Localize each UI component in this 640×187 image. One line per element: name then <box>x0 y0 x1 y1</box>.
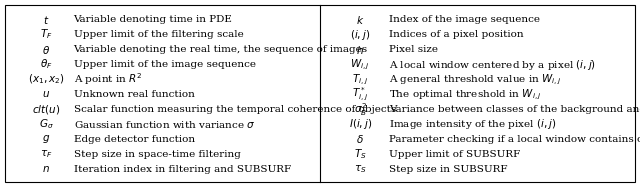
Text: $\tau_F$: $\tau_F$ <box>40 148 52 160</box>
Text: Variable denoting time in PDE: Variable denoting time in PDE <box>74 15 232 24</box>
Text: $\theta$: $\theta$ <box>42 44 50 56</box>
Text: $G_{\sigma}$: $G_{\sigma}$ <box>38 117 54 131</box>
Text: $t$: $t$ <box>43 14 49 26</box>
Text: $u$: $u$ <box>42 89 50 99</box>
Text: Pixel size: Pixel size <box>389 45 438 54</box>
Text: $W_{i,j}$: $W_{i,j}$ <box>350 57 371 72</box>
Text: Variance between classes of the background and objects: Variance between classes of the backgrou… <box>389 105 640 114</box>
Text: Upper limit of the image sequence: Upper limit of the image sequence <box>74 60 255 69</box>
Text: $T_S$: $T_S$ <box>354 147 367 161</box>
Text: $clt(u)$: $clt(u)$ <box>32 103 60 116</box>
Text: $I(i, j)$: $I(i, j)$ <box>349 117 372 131</box>
Text: Iteration index in filtering and SUBSURF: Iteration index in filtering and SUBSURF <box>74 165 291 174</box>
Text: Edge detector function: Edge detector function <box>74 135 195 144</box>
Text: $\sigma^2_B$: $\sigma^2_B$ <box>354 101 367 118</box>
Text: Variable denoting the real time, the sequence of images: Variable denoting the real time, the seq… <box>74 45 368 54</box>
Text: Step size in space-time filtering: Step size in space-time filtering <box>74 150 241 159</box>
Text: Upper limit of the filtering scale: Upper limit of the filtering scale <box>74 30 243 39</box>
Text: The optimal threshold in $W_{i,j}$: The optimal threshold in $W_{i,j}$ <box>389 87 542 102</box>
Text: $T^*_{i,j}$: $T^*_{i,j}$ <box>352 86 369 103</box>
Text: Scalar function measuring the temporal coherence of objects: Scalar function measuring the temporal c… <box>74 105 396 114</box>
Text: Image intensity of the pixel $(i, j)$: Image intensity of the pixel $(i, j)$ <box>389 117 557 131</box>
Text: A point in $R^2$: A point in $R^2$ <box>74 72 142 87</box>
Text: $\tau_S$: $\tau_S$ <box>354 163 367 175</box>
Text: Upper limit of SUBSURF: Upper limit of SUBSURF <box>389 150 520 159</box>
Text: Gaussian function with variance $\sigma$: Gaussian function with variance $\sigma$ <box>74 119 255 130</box>
Text: Step size in SUBSURF: Step size in SUBSURF <box>389 165 508 174</box>
Text: $n$: $n$ <box>42 164 50 174</box>
Text: $T_{i,j}$: $T_{i,j}$ <box>352 72 369 87</box>
Text: Unknown real function: Unknown real function <box>74 90 195 99</box>
Text: Indices of a pixel position: Indices of a pixel position <box>389 30 524 39</box>
Text: $\delta$: $\delta$ <box>356 133 364 145</box>
Text: $(i, j)$: $(i, j)$ <box>350 28 371 42</box>
Text: Parameter checking if a local window contains objects: Parameter checking if a local window con… <box>389 135 640 144</box>
Text: $\theta_F$: $\theta_F$ <box>40 58 52 71</box>
Text: $h$: $h$ <box>356 44 364 56</box>
Text: A local window centered by a pixel $(i, j)$: A local window centered by a pixel $(i, … <box>389 58 596 71</box>
Text: $(x_1, x_2)$: $(x_1, x_2)$ <box>28 73 65 86</box>
Text: $g$: $g$ <box>42 133 50 145</box>
Text: $T_F$: $T_F$ <box>40 28 52 42</box>
Text: $k$: $k$ <box>356 14 365 26</box>
Text: A general threshold value in $W_{i,j}$: A general threshold value in $W_{i,j}$ <box>389 72 561 87</box>
Text: Index of the image sequence: Index of the image sequence <box>389 15 540 24</box>
